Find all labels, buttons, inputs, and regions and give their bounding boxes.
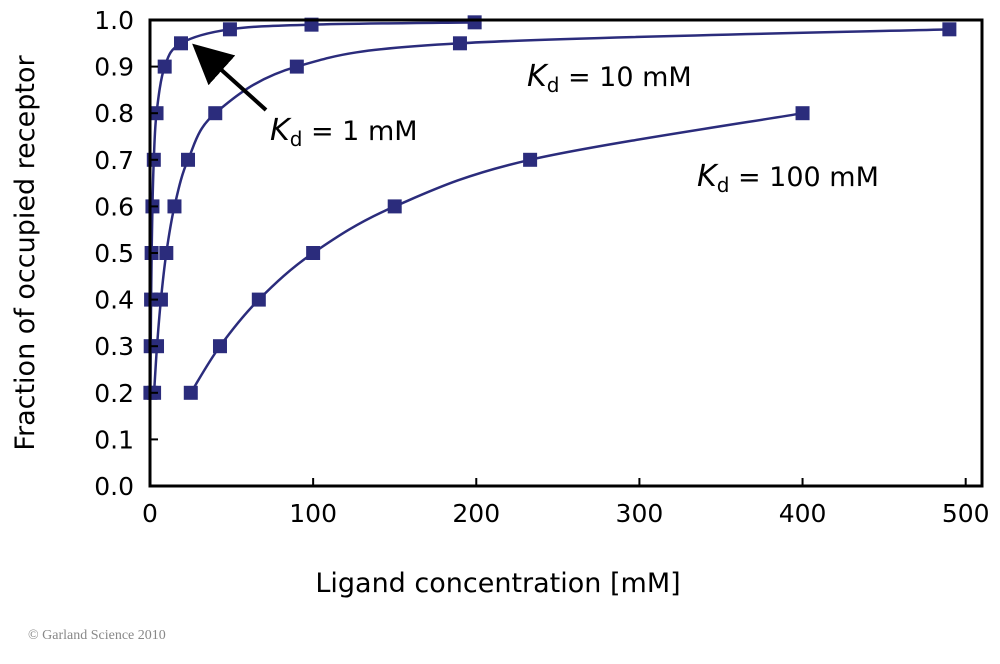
annotation-kd-100: Kd = 100 mM xyxy=(697,159,879,197)
y-tick-label: 0.7 xyxy=(94,146,134,175)
series-line-3 xyxy=(189,111,803,394)
copyright-notice: © Garland Science 2010 xyxy=(28,628,166,643)
data-point-3 xyxy=(387,199,402,214)
data-point-2 xyxy=(167,199,182,214)
data-point-1 xyxy=(222,22,237,37)
y-tick-label: 0.1 xyxy=(94,425,134,454)
x-tick-label: 300 xyxy=(616,499,664,528)
data-point-2 xyxy=(942,22,957,37)
data-point-1 xyxy=(467,15,482,30)
x-tick-label: 500 xyxy=(942,499,990,528)
data-point-2 xyxy=(153,292,168,307)
y-tick-label: 0.4 xyxy=(94,286,134,315)
x-tick-label: 200 xyxy=(452,499,500,528)
y-tick-label: 0.2 xyxy=(94,379,134,408)
data-point-2 xyxy=(452,36,467,51)
data-point-3 xyxy=(523,152,538,167)
data-point-2 xyxy=(289,59,304,74)
data-point-3 xyxy=(183,385,198,400)
data-point-2 xyxy=(159,246,174,260)
y-tick-label: 1.0 xyxy=(94,6,134,35)
y-tick-label: 0.8 xyxy=(94,99,134,128)
data-point-1 xyxy=(157,59,172,74)
data-point-2 xyxy=(208,106,223,121)
x-tick-label: 100 xyxy=(289,499,337,528)
data-point-3 xyxy=(251,292,266,307)
y-tick-label: 0.5 xyxy=(94,239,134,268)
y-tick-label: 0.6 xyxy=(94,192,134,221)
y-tick-label: 0.0 xyxy=(94,472,134,501)
data-point-3 xyxy=(306,246,321,260)
x-tick-label: 400 xyxy=(779,499,827,528)
data-point-1 xyxy=(173,36,188,51)
x-tick-label: 0 xyxy=(142,499,158,528)
y-axis-label: Fraction of occupied receptor xyxy=(10,55,41,451)
y-tick-label: 0.9 xyxy=(94,53,134,82)
data-point-2 xyxy=(181,152,196,167)
data-point-3 xyxy=(212,339,227,354)
data-point-3 xyxy=(795,106,810,121)
x-axis-label: Ligand concentration [mM] xyxy=(315,568,680,599)
series-line-1 xyxy=(149,21,475,393)
y-tick-label: 0.3 xyxy=(94,332,134,361)
annotation-kd-10: Kd = 10 mM xyxy=(527,59,692,97)
annotation-arrow xyxy=(192,43,268,112)
annotation-kd-1: Kd = 1 mM xyxy=(270,113,418,151)
